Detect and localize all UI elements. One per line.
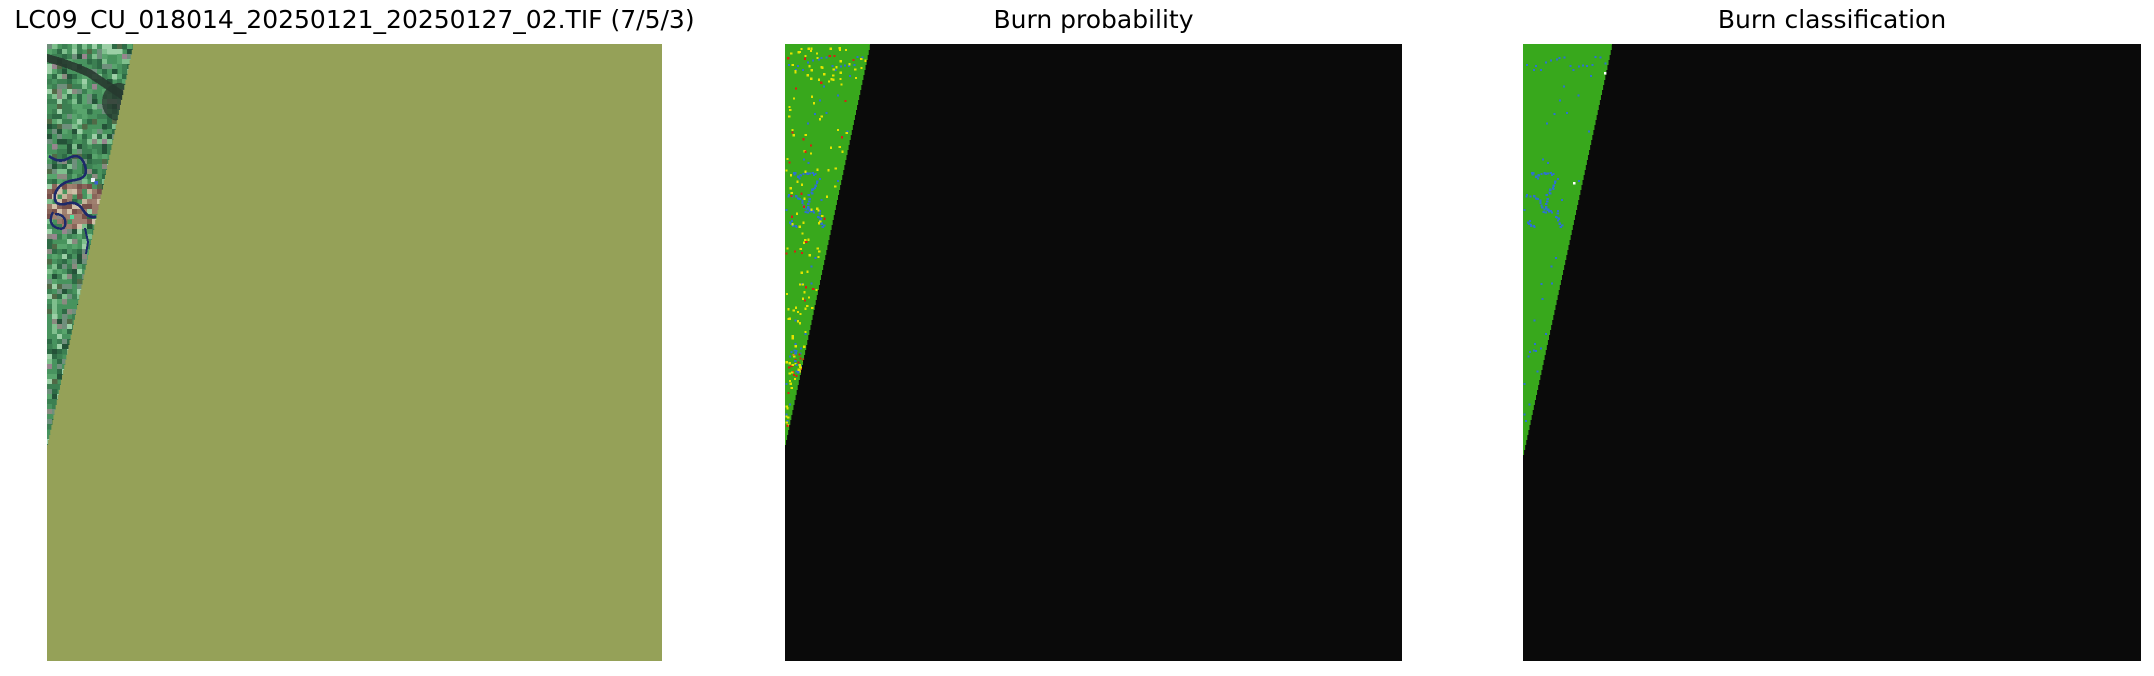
panel-title-burn-probability: Burn probability bbox=[993, 5, 1194, 34]
panel-title-rgb-composite: LC09_CU_018014_20250121_20250127_02.TIF … bbox=[14, 5, 695, 34]
panel-title-burn-classification: Burn classification bbox=[1717, 5, 1947, 34]
panel-image-burn-probability bbox=[785, 44, 1402, 661]
panel-image-rgb-composite bbox=[47, 44, 662, 661]
panel-image-burn-classification bbox=[1523, 44, 2141, 661]
